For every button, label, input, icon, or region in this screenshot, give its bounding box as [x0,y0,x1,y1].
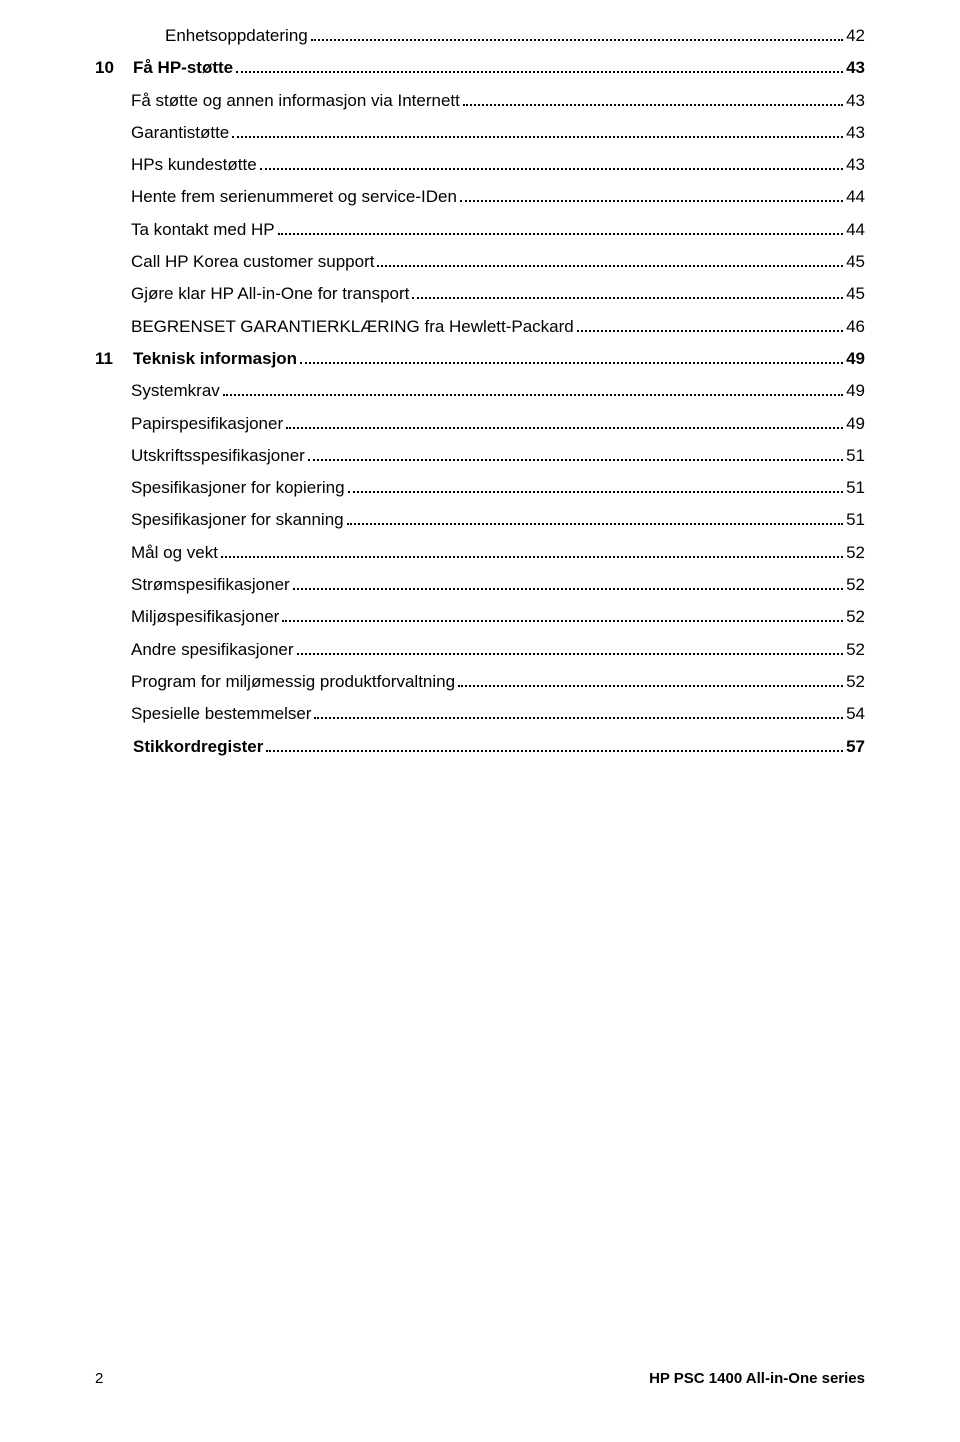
toc-entry: HPs kundestøtte 43 [95,149,865,181]
toc-leader-dots [348,491,844,493]
toc-label: Stikkordregister [133,731,263,763]
toc-label: Spesielle bestemmelser [131,698,311,730]
toc-page-number: 43 [846,117,865,149]
toc-entry: Gjøre klar HP All-in-One for transport 45 [95,278,865,310]
toc-leader-dots [266,750,843,752]
toc-label: HPs kundestøtte [131,149,257,181]
toc-page-number: 51 [846,440,865,472]
toc-label: Enhetsoppdatering [165,20,308,52]
toc-leader-dots [308,459,843,461]
toc-chapter-number: 10 [95,52,133,84]
toc-list: Enhetsoppdatering 42 10Få HP-støtte 43 Få st… [95,20,865,763]
toc-page-number: 45 [846,278,865,310]
toc-page: Enhetsoppdatering 42 10Få HP-støtte 43 Få st… [0,0,960,763]
toc-label: Få støtte og annen informasjon via Inter… [131,85,460,117]
toc-entry: Spesifikasjoner for kopiering 51 [95,472,865,504]
toc-entry: 11Teknisk informasjon 49 [95,343,865,375]
toc-entry: Hente frem serienummeret og service-IDen… [95,181,865,213]
toc-page-number: 46 [846,311,865,343]
toc-entry: Enhetsoppdatering 42 [95,20,865,52]
toc-page-number: 43 [846,52,865,84]
toc-entry: Andre spesifikasjoner 52 [95,634,865,666]
toc-entry: Systemkrav 49 [95,375,865,407]
toc-leader-dots [278,233,843,235]
toc-leader-dots [297,653,844,655]
toc-entry: Strømspesifikasjoner 52 [95,569,865,601]
toc-page-number: 51 [846,504,865,536]
toc-chapter-number: 11 [95,343,133,375]
toc-page-number: 57 [846,731,865,763]
toc-leader-dots [314,717,843,719]
toc-page-number: 52 [846,666,865,698]
toc-entry: BEGRENSET GARANTIERKLÆRING fra Hewlett-P… [95,311,865,343]
toc-leader-dots [458,685,843,687]
toc-leader-dots [260,168,843,170]
toc-entry: Garantistøtte 43 [95,117,865,149]
toc-page-number: 44 [846,181,865,213]
toc-entry: Stikkordregister 57 [95,731,865,763]
toc-label: Spesifikasjoner for kopiering [131,472,345,504]
toc-entry: 10Få HP-støtte 43 [95,52,865,84]
toc-label: Gjøre klar HP All-in-One for transport [131,278,409,310]
toc-leader-dots [377,265,843,267]
toc-leader-dots [347,523,843,525]
toc-page-number: 52 [846,537,865,569]
toc-page-number: 49 [846,375,865,407]
toc-page-number: 44 [846,214,865,246]
toc-label: Miljøspesifikasjoner [131,601,279,633]
toc-leader-dots [577,330,843,332]
toc-entry: Få støtte og annen informasjon via Inter… [95,85,865,117]
toc-label: Spesifikasjoner for skanning [131,504,344,536]
toc-leader-dots [412,297,843,299]
toc-label: Program for miljømessig produktforvaltni… [131,666,455,698]
toc-leader-dots [311,39,843,41]
toc-leader-dots [300,362,843,364]
toc-entry: Ta kontakt med HP 44 [95,214,865,246]
toc-label: Ta kontakt med HP [131,214,275,246]
toc-label: Hente frem serienummeret og service-IDen [131,181,457,213]
footer-title: HP PSC 1400 All-in-One series [649,1370,865,1387]
toc-label: Strømspesifikasjoner [131,569,290,601]
toc-leader-dots [221,556,843,558]
toc-leader-dots [286,427,843,429]
toc-entry: Utskriftsspesifikasjoner 51 [95,440,865,472]
toc-leader-dots [460,200,843,202]
toc-label: Få HP-støtte [133,52,233,84]
toc-leader-dots [232,136,843,138]
toc-page-number: 49 [846,343,865,375]
toc-leader-dots [223,394,843,396]
toc-label: Call HP Korea customer support [131,246,374,278]
toc-leader-dots [236,71,843,73]
toc-leader-dots [463,104,843,106]
toc-label: Systemkrav [131,375,220,407]
toc-entry: Mål og vekt 52 [95,537,865,569]
toc-label: Andre spesifikasjoner [131,634,294,666]
toc-page-number: 52 [846,601,865,633]
toc-page-number: 42 [846,20,865,52]
toc-label: Teknisk informasjon [133,343,297,375]
toc-page-number: 52 [846,634,865,666]
toc-entry: Miljøspesifikasjoner 52 [95,601,865,633]
toc-label: Papirspesifikasjoner [131,408,283,440]
toc-page-number: 54 [846,698,865,730]
page-footer: 2 HP PSC 1400 All-in-One series [95,1370,865,1387]
footer-page-number: 2 [95,1370,103,1387]
toc-leader-dots [282,620,843,622]
toc-page-number: 52 [846,569,865,601]
toc-label: Utskriftsspesifikasjoner [131,440,305,472]
toc-page-number: 43 [846,85,865,117]
toc-entry: Spesielle bestemmelser 54 [95,698,865,730]
toc-entry: Spesifikasjoner for skanning 51 [95,504,865,536]
toc-page-number: 45 [846,246,865,278]
toc-label: BEGRENSET GARANTIERKLÆRING fra Hewlett-P… [131,311,574,343]
toc-leader-dots [293,588,843,590]
toc-label: Mål og vekt [131,537,218,569]
toc-label: Garantistøtte [131,117,229,149]
toc-entry: Papirspesifikasjoner 49 [95,408,865,440]
toc-page-number: 49 [846,408,865,440]
toc-page-number: 51 [846,472,865,504]
toc-entry: Call HP Korea customer support 45 [95,246,865,278]
toc-page-number: 43 [846,149,865,181]
toc-entry: Program for miljømessig produktforvaltni… [95,666,865,698]
